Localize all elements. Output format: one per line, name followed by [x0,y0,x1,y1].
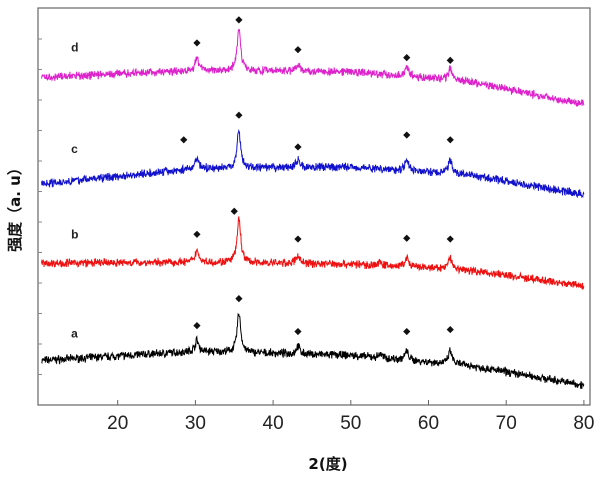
peak-marker [294,46,302,54]
series-label-c: c [71,142,78,156]
series-label-d: d [71,41,78,55]
x-tick-label: 40 [263,413,284,434]
x-tick-label: 20 [107,413,128,434]
y-axis-title: 强度（a. u） [6,160,24,252]
series-line-b [41,216,585,291]
peak-marker [294,143,302,151]
x-axis-title: 2(度) [308,455,347,473]
series-line-d [41,28,585,107]
peak-marker [403,131,411,139]
peak-marker [446,136,454,144]
series-label-a: a [71,327,78,341]
x-tick-label: 80 [573,413,594,434]
x-tick-label: 70 [496,413,517,434]
series-layer: a b c d [41,16,585,389]
peak-marker [180,136,188,144]
x-tick-label: 50 [340,413,361,434]
peak-marker [294,327,302,336]
x-tick-label: 30 [185,413,206,434]
peak-marker [403,54,411,62]
peak-marker [193,39,201,47]
series-label-b: b [71,227,78,241]
tick-layer: 20 30 40 50 60 70 80 [38,38,594,434]
plot-frame [37,7,591,406]
peak-marker [230,207,238,215]
series-line-a [41,312,585,389]
peak-marker [403,327,411,336]
series-line-c [41,128,585,199]
peak-marker [235,111,243,119]
peak-marker [446,56,454,65]
peak-marker [193,322,201,330]
peak-marker [403,234,411,242]
peak-marker [235,295,243,303]
peak-marker [235,16,243,24]
x-tick-label: 60 [418,413,439,434]
peak-marker [446,235,454,243]
peak-marker [193,230,201,238]
peak-marker [446,325,454,334]
peak-marker [294,235,302,243]
